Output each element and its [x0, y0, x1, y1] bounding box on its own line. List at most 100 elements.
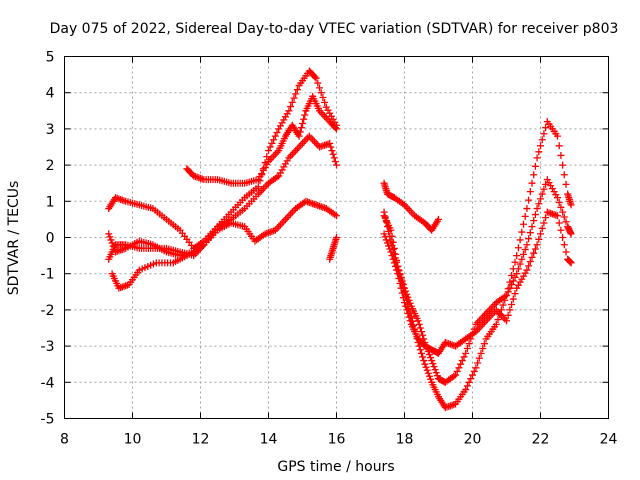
data-point — [496, 311, 504, 319]
data-point — [271, 132, 279, 140]
data-point — [435, 215, 442, 223]
data-point — [331, 124, 339, 132]
x-tick-label: 12 — [192, 432, 210, 448]
y-tick-label: -3 — [41, 339, 55, 355]
data-point — [382, 218, 390, 226]
data-point — [297, 124, 305, 132]
data-point — [511, 258, 519, 266]
data-point — [295, 132, 303, 140]
data-point — [501, 296, 509, 304]
data-point — [421, 338, 429, 346]
data-point — [472, 364, 480, 372]
data-point — [528, 253, 536, 261]
data-point — [403, 296, 411, 304]
data-point — [418, 349, 425, 357]
y-tick-label: 2 — [46, 158, 55, 174]
data-point — [388, 241, 396, 249]
data-point — [557, 203, 565, 211]
data-point — [504, 285, 512, 293]
data-point — [462, 349, 470, 357]
data-point — [429, 360, 437, 368]
data-point — [457, 360, 465, 368]
data-point — [533, 241, 541, 249]
data-point — [508, 300, 516, 308]
data-point — [109, 242, 117, 250]
data-point — [423, 345, 431, 353]
data-point — [516, 236, 524, 244]
data-point — [567, 201, 575, 209]
data-point — [432, 369, 440, 377]
y-axis-label: SDTVAR / TECUs — [6, 181, 22, 296]
data-point — [554, 194, 561, 202]
data-point — [427, 375, 435, 383]
data-point — [538, 190, 546, 198]
data-point — [414, 338, 422, 346]
data-point — [397, 275, 405, 283]
data-point — [419, 353, 427, 361]
x-axis-label: GPS time / hours — [277, 459, 394, 475]
data-point — [331, 157, 339, 165]
data-point — [508, 272, 516, 280]
data-point — [521, 212, 529, 220]
x-tick-label: 16 — [328, 432, 346, 448]
data-point — [559, 208, 567, 216]
data-point — [327, 143, 335, 151]
data-point — [420, 335, 428, 343]
x-tick-label: 22 — [532, 432, 550, 448]
data-point — [521, 246, 529, 254]
data-point — [540, 130, 548, 138]
data-point — [328, 147, 336, 155]
data-point — [533, 205, 541, 213]
data-point — [537, 142, 544, 150]
x-tick-label: 20 — [464, 432, 482, 448]
x-tick-label: 24 — [600, 432, 618, 448]
data-point — [425, 372, 433, 380]
data-point — [423, 366, 431, 374]
data-point — [554, 132, 561, 140]
data-point — [453, 367, 461, 375]
series-track-4 — [108, 252, 191, 292]
data-point — [516, 260, 524, 268]
data-point — [333, 212, 340, 220]
data-point — [411, 326, 419, 334]
data-point — [391, 254, 399, 262]
data-point — [265, 147, 272, 155]
data-point — [421, 360, 429, 368]
data-point — [523, 241, 531, 249]
data-point — [540, 219, 548, 227]
data-point — [479, 345, 487, 353]
data-point — [415, 320, 423, 328]
data-point — [452, 371, 459, 379]
data-point — [425, 351, 433, 359]
data-point — [419, 331, 427, 339]
data-point — [398, 279, 406, 287]
data-point — [540, 185, 548, 193]
data-point — [422, 341, 430, 349]
data-point — [503, 317, 510, 325]
data-point — [463, 345, 471, 353]
data-point — [470, 325, 478, 333]
data-point — [317, 89, 325, 97]
y-tick-label: 1 — [46, 194, 55, 210]
data-point — [387, 237, 395, 245]
series-track-6 — [326, 234, 340, 263]
data-point — [410, 322, 418, 330]
data-point — [463, 382, 471, 390]
chart-title: Day 075 of 2022, Sidereal Day-to-day VTE… — [50, 21, 619, 37]
data-point — [424, 369, 432, 377]
data-point — [296, 128, 304, 136]
data-point — [105, 230, 113, 238]
data-point — [535, 235, 543, 243]
data-point — [333, 125, 340, 133]
y-tick-label: 4 — [46, 86, 55, 102]
data-point — [314, 79, 322, 87]
data-point — [560, 241, 568, 249]
data-point — [290, 94, 298, 102]
plot-frame — [64, 56, 609, 419]
data-point — [300, 115, 308, 123]
data-point — [467, 375, 475, 383]
data-point — [405, 305, 413, 313]
data-point — [523, 205, 531, 213]
data-point — [268, 139, 276, 147]
